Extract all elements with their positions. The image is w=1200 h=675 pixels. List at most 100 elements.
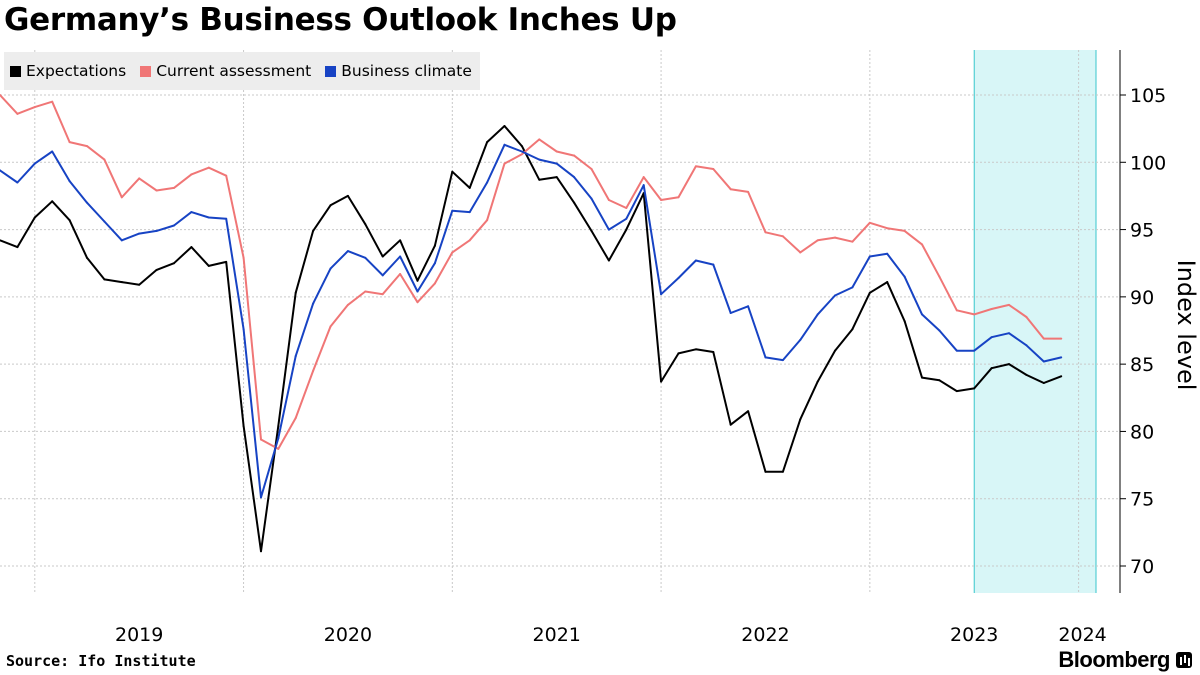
data-point-current-assessment-57 — [990, 307, 993, 310]
x-tick-label-2020: 2020 — [324, 624, 372, 646]
data-point-business-climate-41 — [712, 263, 715, 266]
data-point-expectations-32 — [555, 176, 558, 179]
data-point-business-climate-57 — [990, 336, 993, 339]
data-point-expectations-28 — [486, 141, 489, 144]
data-point-current-assessment-52 — [903, 229, 906, 232]
data-point-expectations-12 — [207, 264, 210, 267]
data-point-current-assessment-30 — [520, 153, 523, 156]
data-point-business-climate-18 — [312, 302, 315, 305]
data-point-expectations-3 — [51, 200, 54, 203]
y-tick-label-75: 75 — [1130, 489, 1154, 511]
data-point-business-climate-47 — [816, 313, 819, 316]
legend-swatch-business-climate — [325, 65, 337, 77]
series-line-business-climate — [0, 143, 1062, 499]
data-point-expectations-31 — [538, 178, 541, 181]
data-point-business-climate-31 — [538, 158, 541, 161]
data-point-current-assessment-58 — [1008, 303, 1011, 306]
data-point-business-climate-1 — [16, 181, 19, 184]
data-point-expectations-48 — [834, 349, 837, 352]
data-point-expectations-50 — [868, 291, 871, 294]
data-point-business-climate-9 — [155, 229, 158, 232]
data-point-business-climate-27 — [468, 211, 471, 214]
data-point-current-assessment-17 — [294, 416, 297, 419]
x-tick-label-2019: 2019 — [115, 624, 163, 646]
data-point-business-climate-48 — [834, 294, 837, 297]
data-point-expectations-29 — [503, 124, 506, 127]
data-point-expectations-13 — [225, 260, 228, 263]
data-point-business-climate-34 — [590, 197, 593, 200]
data-point-business-climate-40 — [694, 259, 697, 262]
data-point-business-climate-33 — [573, 176, 576, 179]
data-point-business-climate-29 — [503, 143, 506, 146]
data-point-current-assessment-49 — [851, 240, 854, 243]
data-point-current-assessment-59 — [1025, 316, 1028, 319]
highlight-band — [974, 50, 1096, 593]
data-point-expectations-61 — [1060, 375, 1063, 378]
data-point-current-assessment-18 — [312, 369, 315, 372]
data-point-expectations-36 — [625, 228, 628, 231]
data-point-expectations-33 — [573, 201, 576, 204]
data-point-current-assessment-36 — [625, 207, 628, 210]
data-point-business-climate-43 — [747, 305, 750, 308]
data-point-business-climate-3 — [51, 150, 54, 153]
data-point-expectations-19 — [329, 204, 332, 207]
data-point-current-assessment-37 — [642, 176, 645, 179]
data-point-business-climate-46 — [799, 338, 802, 341]
data-point-business-climate-6 — [103, 220, 106, 223]
legend-item-expectations: Expectations — [10, 62, 126, 80]
data-point-business-climate-5 — [85, 201, 88, 204]
data-point-expectations-42 — [729, 423, 732, 426]
data-point-current-assessment-9 — [155, 189, 158, 192]
data-point-expectations-41 — [712, 351, 715, 354]
data-point-current-assessment-40 — [694, 165, 697, 168]
data-point-expectations-30 — [520, 145, 523, 148]
data-point-business-climate-53 — [921, 313, 924, 316]
data-point-expectations-59 — [1025, 373, 1028, 376]
brand-logo: Bloomberg — [1058, 647, 1192, 673]
data-point-current-assessment-14 — [242, 256, 245, 259]
data-point-expectations-23 — [399, 239, 402, 242]
legend-item-business-climate: Business climate — [325, 62, 472, 80]
data-point-business-climate-58 — [1008, 332, 1011, 335]
data-point-current-assessment-3 — [51, 100, 54, 103]
data-point-current-assessment-46 — [799, 251, 802, 254]
data-point-current-assessment-23 — [399, 272, 402, 275]
data-point-current-assessment-0 — [0, 94, 1, 96]
data-point-current-assessment-61 — [1060, 337, 1063, 340]
data-point-business-climate-24 — [416, 290, 419, 293]
data-point-current-assessment-34 — [590, 168, 593, 171]
data-point-expectations-47 — [816, 380, 819, 383]
data-point-current-assessment-7 — [120, 196, 123, 199]
data-point-business-climate-61 — [1060, 356, 1063, 359]
data-point-business-climate-59 — [1025, 344, 1028, 347]
x-tick-label-2023: 2023 — [950, 624, 998, 646]
data-point-expectations-0 — [0, 239, 1, 242]
data-point-expectations-10 — [172, 262, 175, 265]
data-point-business-climate-20 — [346, 250, 349, 253]
data-point-current-assessment-8 — [138, 177, 141, 180]
data-point-expectations-1 — [16, 246, 19, 249]
data-point-expectations-55 — [955, 390, 958, 393]
data-point-current-assessment-15 — [259, 438, 262, 441]
data-point-current-assessment-38 — [660, 198, 663, 201]
data-point-expectations-34 — [590, 229, 593, 232]
data-point-business-climate-54 — [938, 329, 941, 332]
data-point-expectations-17 — [294, 291, 297, 294]
data-point-expectations-56 — [973, 387, 976, 390]
source-note: Source: Ifo Institute — [6, 652, 196, 670]
data-point-current-assessment-27 — [468, 239, 471, 242]
data-point-current-assessment-47 — [816, 239, 819, 242]
data-point-business-climate-60 — [1042, 360, 1045, 363]
data-point-current-assessment-43 — [747, 190, 750, 193]
data-point-current-assessment-32 — [555, 150, 558, 153]
data-point-business-climate-32 — [555, 162, 558, 165]
data-point-business-climate-28 — [486, 181, 489, 184]
chart-title: Germany’s Business Outlook Inches Up — [4, 2, 677, 38]
data-point-expectations-46 — [799, 418, 802, 421]
data-point-current-assessment-6 — [103, 158, 106, 161]
y-axis-label: Index level — [1172, 260, 1200, 391]
data-point-current-assessment-21 — [364, 290, 367, 293]
data-point-expectations-16 — [277, 425, 280, 428]
data-point-business-climate-45 — [781, 359, 784, 362]
data-point-current-assessment-5 — [85, 145, 88, 148]
